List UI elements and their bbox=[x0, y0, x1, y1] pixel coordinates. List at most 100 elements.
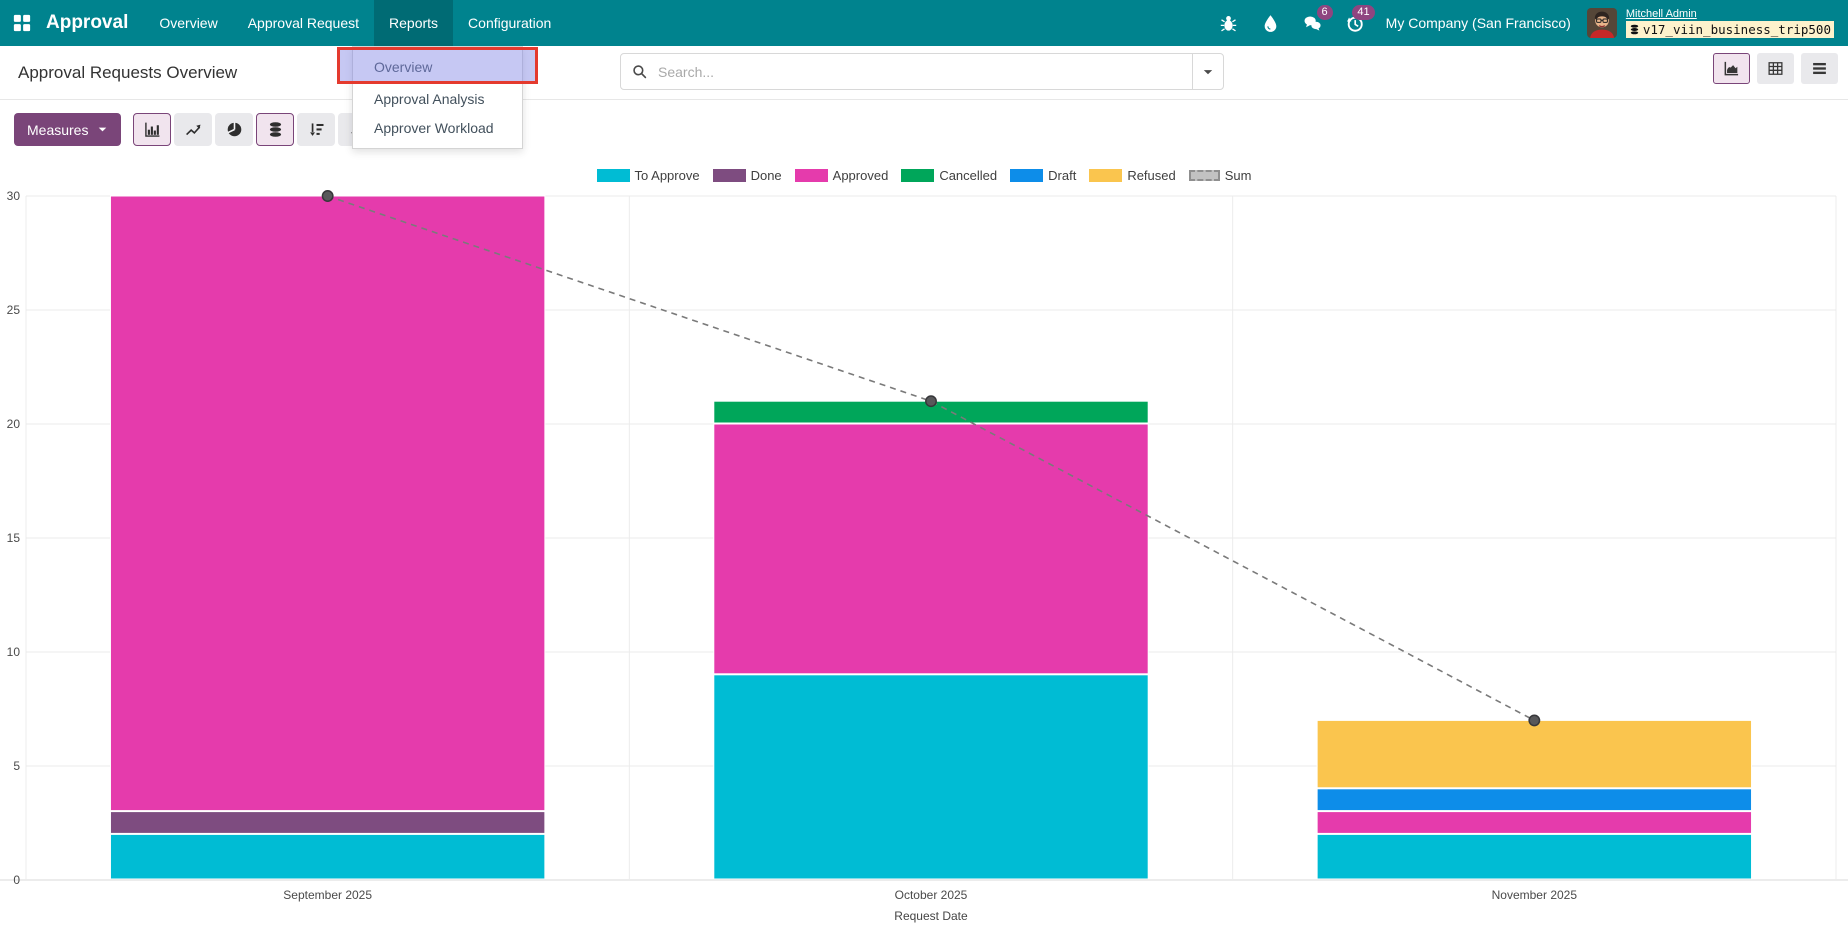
y-tick-label: 0 bbox=[13, 873, 20, 887]
bar-segment-to-approve[interactable] bbox=[109, 833, 546, 880]
nav-item-overview[interactable]: Overview bbox=[159, 15, 218, 31]
legend-swatch bbox=[1089, 169, 1123, 182]
legend-swatch bbox=[712, 169, 746, 182]
view-switcher bbox=[1713, 53, 1838, 84]
line-chart-button[interactable] bbox=[174, 113, 213, 146]
x-tick-label: November 2025 bbox=[1492, 888, 1578, 902]
database-icon bbox=[1629, 24, 1640, 35]
legend-item-sum[interactable]: Sum bbox=[1188, 168, 1251, 183]
stacked-bar-chart: 0 5 10 15 20 25 30 September 2025 October 2025 No… bbox=[0, 189, 1848, 923]
apps-grid-icon bbox=[12, 13, 32, 33]
user-name: Mitchell Admin bbox=[1625, 8, 1697, 20]
bar-segment-approved[interactable] bbox=[1316, 811, 1753, 834]
nav-item-configuration[interactable]: Configuration bbox=[468, 15, 552, 31]
chevron-down-icon bbox=[1201, 65, 1215, 79]
pie-chart-button[interactable] bbox=[215, 113, 254, 146]
nav-item-approval-request[interactable]: Approval Request bbox=[247, 15, 360, 31]
search-main bbox=[621, 54, 1192, 89]
graph-view-icon bbox=[1723, 60, 1740, 77]
bar-segment-approved[interactable] bbox=[109, 195, 546, 812]
legend-item-approved[interactable]: Approved bbox=[794, 168, 889, 183]
bar-segment-approved[interactable] bbox=[713, 423, 1149, 675]
legend-swatch bbox=[596, 169, 630, 182]
y-tick-label: 20 bbox=[7, 417, 21, 431]
legend-item-to-approve[interactable]: To Approve bbox=[596, 168, 700, 183]
debug-bug-icon[interactable] bbox=[1208, 0, 1250, 46]
legend-item-draft[interactable]: Draft bbox=[1010, 168, 1076, 183]
dropdown-item-approval-analysis[interactable]: Approval Analysis bbox=[374, 90, 485, 107]
sort-descending-button[interactable] bbox=[297, 113, 336, 146]
page-title: Approval Requests Overview bbox=[18, 62, 238, 82]
navbar-menu: Overview Approval Request Reports Configura… bbox=[144, 0, 566, 46]
legend-label: Approved bbox=[832, 168, 889, 183]
sum-point bbox=[1528, 714, 1541, 727]
search-dropdown-toggle[interactable] bbox=[1192, 54, 1223, 89]
legend-label: Refused bbox=[1127, 168, 1176, 183]
stacked-bars-button[interactable] bbox=[256, 113, 295, 146]
measures-label: Measures bbox=[27, 121, 89, 138]
messages-icon-badge: 6 bbox=[1316, 5, 1333, 20]
database-badge: v17_viin_business_trip500 bbox=[1625, 21, 1834, 38]
systray-icons: 6 41 bbox=[1208, 0, 1376, 46]
pivot-view-button[interactable] bbox=[1757, 53, 1794, 84]
bar-chart-icon bbox=[144, 121, 161, 138]
activities-clock-icon[interactable]: 41 bbox=[1334, 0, 1376, 46]
x-axis-title: Request Date bbox=[894, 909, 968, 923]
dropdown-item-approver-workload[interactable]: Approver Workload bbox=[374, 119, 494, 136]
legend-label: To Approve bbox=[634, 168, 700, 183]
reports-dropdown-menu: Overview Approval Analysis Approver Worklo… bbox=[352, 46, 523, 149]
legend-label: Done bbox=[750, 168, 782, 183]
bar-segment-to-approve[interactable] bbox=[713, 674, 1149, 880]
y-tick-label: 5 bbox=[13, 759, 20, 773]
nav-item-reports[interactable]: Reports bbox=[374, 0, 454, 46]
inkdrop-icon[interactable] bbox=[1250, 0, 1292, 46]
search-icon bbox=[632, 64, 647, 79]
x-tick-label: October 2025 bbox=[895, 888, 968, 902]
graph-view-button[interactable] bbox=[1713, 53, 1750, 84]
apps-menu-button[interactable] bbox=[0, 0, 44, 46]
sum-line bbox=[327, 195, 1535, 722]
graph-buttons bbox=[133, 113, 377, 146]
x-tick-label: September 2025 bbox=[283, 888, 372, 902]
legend-item-cancelled[interactable]: Cancelled bbox=[901, 168, 997, 183]
y-tick-label: 25 bbox=[7, 303, 21, 317]
systray: 6 41 My Company (San Francisco) Mitchell … bbox=[1208, 0, 1848, 46]
sum-point bbox=[321, 190, 334, 202]
chart-legend: To Approve Done Approved Cancelled Draft Refu… bbox=[0, 168, 1848, 183]
database-name: v17_viin_business_trip500 bbox=[1642, 22, 1831, 37]
user-menu[interactable]: Mitchell Admin v17_viin_business_trip500 bbox=[1625, 8, 1834, 38]
legend-item-refused[interactable]: Refused bbox=[1089, 168, 1176, 183]
bar-segment-done[interactable] bbox=[109, 811, 546, 834]
dropdown-item-overview[interactable]: Overview bbox=[374, 58, 433, 75]
legend-item-done[interactable]: Done bbox=[712, 168, 782, 183]
top-navbar: Approval Overview Approval Request Reports… bbox=[0, 0, 1848, 46]
legend-swatch bbox=[794, 169, 828, 182]
list-view-icon bbox=[1811, 60, 1828, 77]
activities-clock-icon-badge: 41 bbox=[1352, 5, 1375, 20]
app-name: Approval bbox=[46, 12, 129, 33]
avatar[interactable] bbox=[1586, 8, 1617, 38]
company-switcher[interactable]: My Company (San Francisco) bbox=[1385, 15, 1571, 31]
stacked-bars-icon bbox=[267, 121, 284, 138]
list-view-button[interactable] bbox=[1801, 53, 1838, 84]
bar-chart-button[interactable] bbox=[133, 113, 172, 146]
line-chart-icon bbox=[185, 121, 202, 138]
search-bar bbox=[620, 53, 1224, 90]
bar-segment-refused[interactable] bbox=[1316, 719, 1753, 789]
control-panel: Approval Requests Overview bbox=[0, 46, 1848, 100]
graph-toolbar: Measures bbox=[14, 113, 377, 146]
chart-region: 0 5 10 15 20 25 30 September 2025 October 2025 No… bbox=[0, 151, 1848, 931]
y-tick-label: 10 bbox=[7, 645, 21, 659]
sum-point bbox=[925, 395, 937, 408]
bar-segment-to-approve[interactable] bbox=[1316, 833, 1753, 880]
legend-swatch bbox=[1010, 169, 1044, 182]
legend-swatch bbox=[1188, 170, 1220, 181]
search-input[interactable] bbox=[656, 62, 1181, 81]
y-tick-label: 30 bbox=[7, 189, 21, 203]
bar-segment-draft[interactable] bbox=[1316, 788, 1753, 812]
messages-icon[interactable]: 6 bbox=[1292, 0, 1334, 46]
sort-descending-icon bbox=[308, 121, 325, 138]
measures-button[interactable]: Measures bbox=[14, 113, 122, 146]
y-tick-label: 15 bbox=[7, 531, 21, 545]
pivot-view-icon bbox=[1767, 60, 1784, 77]
